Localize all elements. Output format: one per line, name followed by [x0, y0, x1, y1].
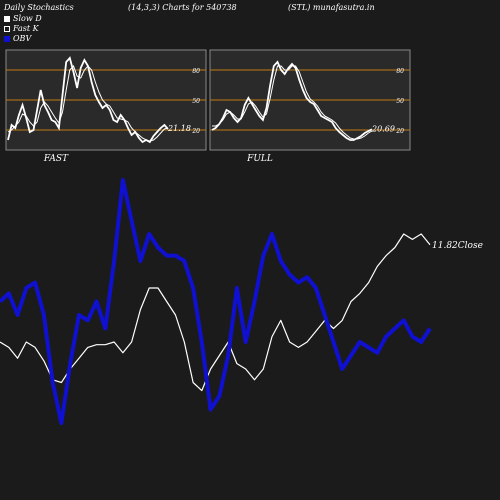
y-tick-label: 50	[396, 98, 404, 105]
legend-label-obv: OBV	[13, 34, 32, 43]
y-tick-label: 20	[191, 128, 200, 135]
close-price-line	[0, 233, 431, 392]
legend-swatch-outline	[4, 25, 10, 32]
legend-label-fast-k: Fast K	[13, 24, 39, 33]
y-tick-label: 20	[395, 128, 404, 135]
y-tick-label: 80	[396, 68, 404, 75]
legend-swatch-white	[4, 15, 10, 22]
last-value-label: 20.69	[371, 124, 395, 133]
last-value-label: 21.18	[167, 124, 191, 133]
source-label: (STL) munafasutra.in	[288, 3, 375, 12]
chart-title: Daily Stochastics	[4, 3, 74, 12]
chart-subtitle: (14,3,3) Charts for 540738	[128, 3, 237, 12]
obv-line	[0, 178, 432, 425]
last-close-label: 11.82Close	[432, 241, 483, 251]
legend-item-obv: OBV	[4, 34, 31, 43]
legend-item-slow-d: Slow D	[4, 14, 42, 23]
legend-swatch-blue	[4, 35, 10, 42]
series-line-slow-d	[7, 65, 169, 142]
legend-item-fast-k: Fast K	[4, 24, 39, 33]
legend-label-slow-d: Slow D	[13, 14, 42, 23]
y-tick-label: 80	[192, 68, 200, 75]
series-line-slow-d	[212, 65, 373, 140]
series-line-fast-k	[211, 60, 373, 141]
panel-label-fast: FAST	[43, 154, 69, 164]
panel-label-full: FULL	[246, 154, 273, 164]
y-tick-label: 50	[192, 98, 200, 105]
